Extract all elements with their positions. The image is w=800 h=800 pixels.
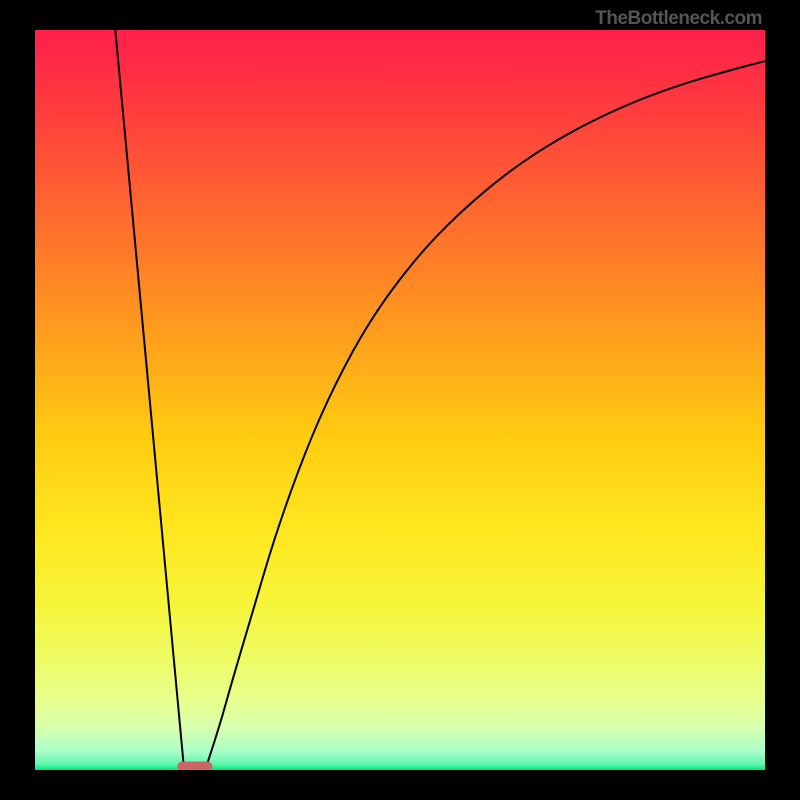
plot-background — [35, 30, 765, 770]
chart-container — [35, 30, 765, 770]
minimum-marker — [177, 761, 212, 770]
bottleneck-chart — [35, 30, 765, 770]
watermark-text: TheBottleneck.com — [595, 8, 762, 30]
